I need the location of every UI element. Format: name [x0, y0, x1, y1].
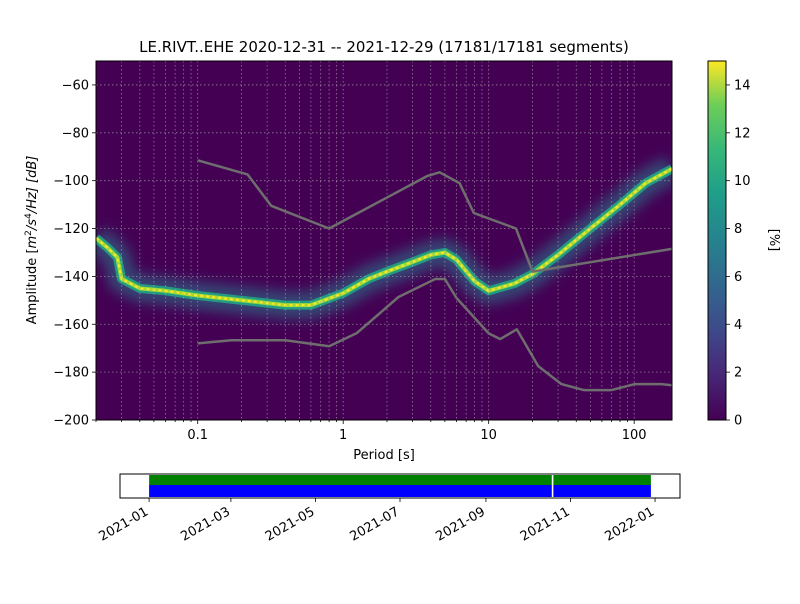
colorbar-tick-label: 14	[734, 78, 751, 93]
colorbar-tick-label: 8	[734, 222, 742, 237]
low-noise-model-line	[197, 277, 672, 392]
colorbar: 0 2 4 6 8 10 12 14 [%]	[707, 60, 781, 429]
grid-lines	[96, 61, 672, 420]
timeline-tick-label: 2021-07	[347, 504, 402, 544]
timeline-tick-label: 2021-01	[97, 504, 152, 544]
coverage-gap	[551, 475, 554, 497]
plot-frame	[95, 60, 673, 421]
timeline-tick-label: 2021-03	[178, 504, 233, 544]
y-tick-label: −120	[53, 222, 89, 237]
colorbar-ticks: 0 2 4 6 8 10 12 14	[726, 78, 751, 429]
y-axis-label: Amplitude [m2/s4/Hz] [dB]	[24, 156, 40, 325]
density-layer	[96, 156, 672, 320]
timeline-tick-label: 2021-11	[518, 504, 573, 544]
x-axis-label: Period [s]	[353, 448, 415, 463]
timeline-tick-label: 2022-01	[602, 504, 657, 544]
density-core	[96, 166, 672, 308]
x-tick-label: 10	[480, 428, 497, 443]
y-label-sup-2: 4	[24, 213, 34, 219]
x-tick-label: 0.1	[187, 428, 208, 443]
y-tick-label: −200	[53, 414, 89, 429]
high-noise-model-line	[197, 159, 672, 273]
coverage-bar-lower	[149, 485, 651, 497]
y-tick-label: −60	[62, 78, 89, 93]
timeline-axis: 2021-01 2021-03 2021-05 2021-07 2021-09 2021-…	[97, 498, 657, 545]
x-tick-label: 1	[339, 428, 347, 443]
colorbar-tick-label: 10	[734, 174, 751, 189]
y-label-sup-1: 2	[24, 230, 34, 236]
timeline-tick-label: 2021-09	[433, 504, 488, 544]
y-tick-label: −140	[53, 270, 89, 285]
colorbar-tick-label: 6	[734, 270, 742, 285]
coverage-bar-upper	[149, 475, 651, 485]
coverage-bars	[149, 475, 651, 497]
colorbar-tick-label: 4	[734, 318, 742, 333]
y-label-part-tail: /Hz] [dB]	[25, 156, 40, 215]
x-axis: 0.1 1 10 100	[95, 420, 647, 443]
y-label-part: Amplitude [	[25, 248, 40, 324]
y-label-part-mid: /s	[25, 219, 40, 231]
coverage-timeline: 2021-01 2021-03 2021-05 2021-07 2021-09 2021-…	[97, 473, 681, 545]
chart-title: LE.RIVT..EHE 2020-12-31 -- 2021-12-29 (1…	[139, 38, 629, 56]
y-axis: −60 −80 −100 −120 −140 −160 −180 −200	[53, 78, 96, 429]
colorbar-tick-label: 0	[734, 414, 742, 429]
colorbar-tick-label: 2	[734, 366, 742, 381]
y-label-unit-m: m	[25, 236, 40, 249]
noise-model-curves	[197, 159, 672, 392]
x-tick-label: 100	[622, 428, 647, 443]
y-tick-label: −180	[53, 366, 89, 381]
colorbar-tick-label: 12	[734, 126, 751, 141]
colorbar-gradient	[707, 60, 727, 421]
y-tick-label: −100	[53, 174, 89, 189]
y-tick-label: −80	[62, 126, 89, 141]
colorbar-label: [%]	[766, 229, 781, 252]
timeline-tick-label: 2021-05	[263, 504, 318, 544]
ppsd-plot: 0.1 1 10 100 −60 −80 −100 −120 −140 −160 −180 −200…	[24, 60, 673, 463]
y-tick-label: −160	[53, 318, 89, 333]
